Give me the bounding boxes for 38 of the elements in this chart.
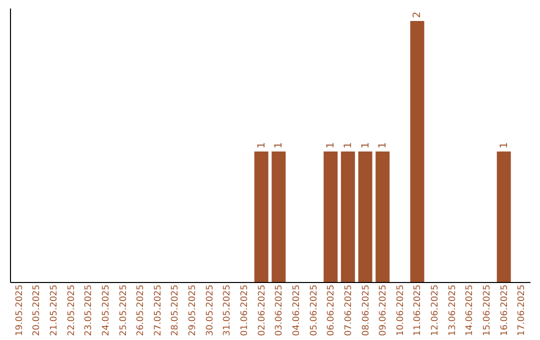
x-tick-label: 10.06.2025 — [396, 284, 406, 336]
x-tick-label: 02.06.2025 — [257, 284, 268, 336]
x-tick-label: 11.06.2025 — [413, 284, 424, 336]
x-tick-label: 14.06.2025 — [465, 284, 476, 336]
x-tick-label: 19.05.2025 — [14, 284, 25, 336]
x-tick-label: 29.05.2025 — [188, 284, 198, 336]
x-tick-label: 12.06.2025 — [430, 284, 441, 336]
data-label: 1 — [342, 142, 354, 149]
x-tick-label: 22.05.2025 — [66, 284, 77, 336]
data-label: 2 — [412, 12, 424, 18]
data-label: 1 — [256, 142, 268, 149]
x-tick-label: 28.05.2025 — [170, 284, 181, 336]
data-label: 1 — [360, 142, 372, 149]
data-label: 1 — [326, 142, 337, 149]
x-tick-label: 24.05.2025 — [101, 284, 112, 336]
x-tick-label: 31.05.2025 — [222, 284, 233, 336]
x-tick-label: 26.05.2025 — [136, 284, 146, 336]
x-tick-label: 06.06.2025 — [326, 284, 337, 336]
x-tick-label: 27.05.2025 — [153, 284, 164, 336]
x-tick-label: 09.06.2025 — [378, 284, 389, 336]
data-label: 1 — [274, 142, 285, 149]
x-tick-label: 21.05.2025 — [49, 284, 60, 336]
x-tick-label: 16.06.2025 — [500, 284, 510, 336]
x-tick-label: 15.06.2025 — [482, 284, 493, 336]
x-tick-label: 20.05.2025 — [32, 284, 42, 336]
x-tick-label: 01.06.2025 — [240, 284, 250, 336]
x-tick-label: 23.05.2025 — [84, 284, 94, 336]
x-tick-label: 17.06.2025 — [517, 284, 528, 336]
x-tick-label: 30.05.2025 — [205, 284, 216, 336]
x-tick-label: 25.05.2025 — [118, 284, 129, 336]
x-tick-label: 05.06.2025 — [309, 284, 320, 336]
data-label: 1 — [378, 142, 389, 149]
x-tick-label: 03.06.2025 — [274, 284, 285, 336]
x-tick-label: 08.06.2025 — [361, 284, 372, 336]
x-tick-label: 04.06.2025 — [292, 284, 302, 336]
x-tick-label: 13.06.2025 — [448, 284, 458, 336]
data-label: 1 — [498, 142, 510, 149]
x-tick-label: 07.06.2025 — [344, 284, 354, 336]
